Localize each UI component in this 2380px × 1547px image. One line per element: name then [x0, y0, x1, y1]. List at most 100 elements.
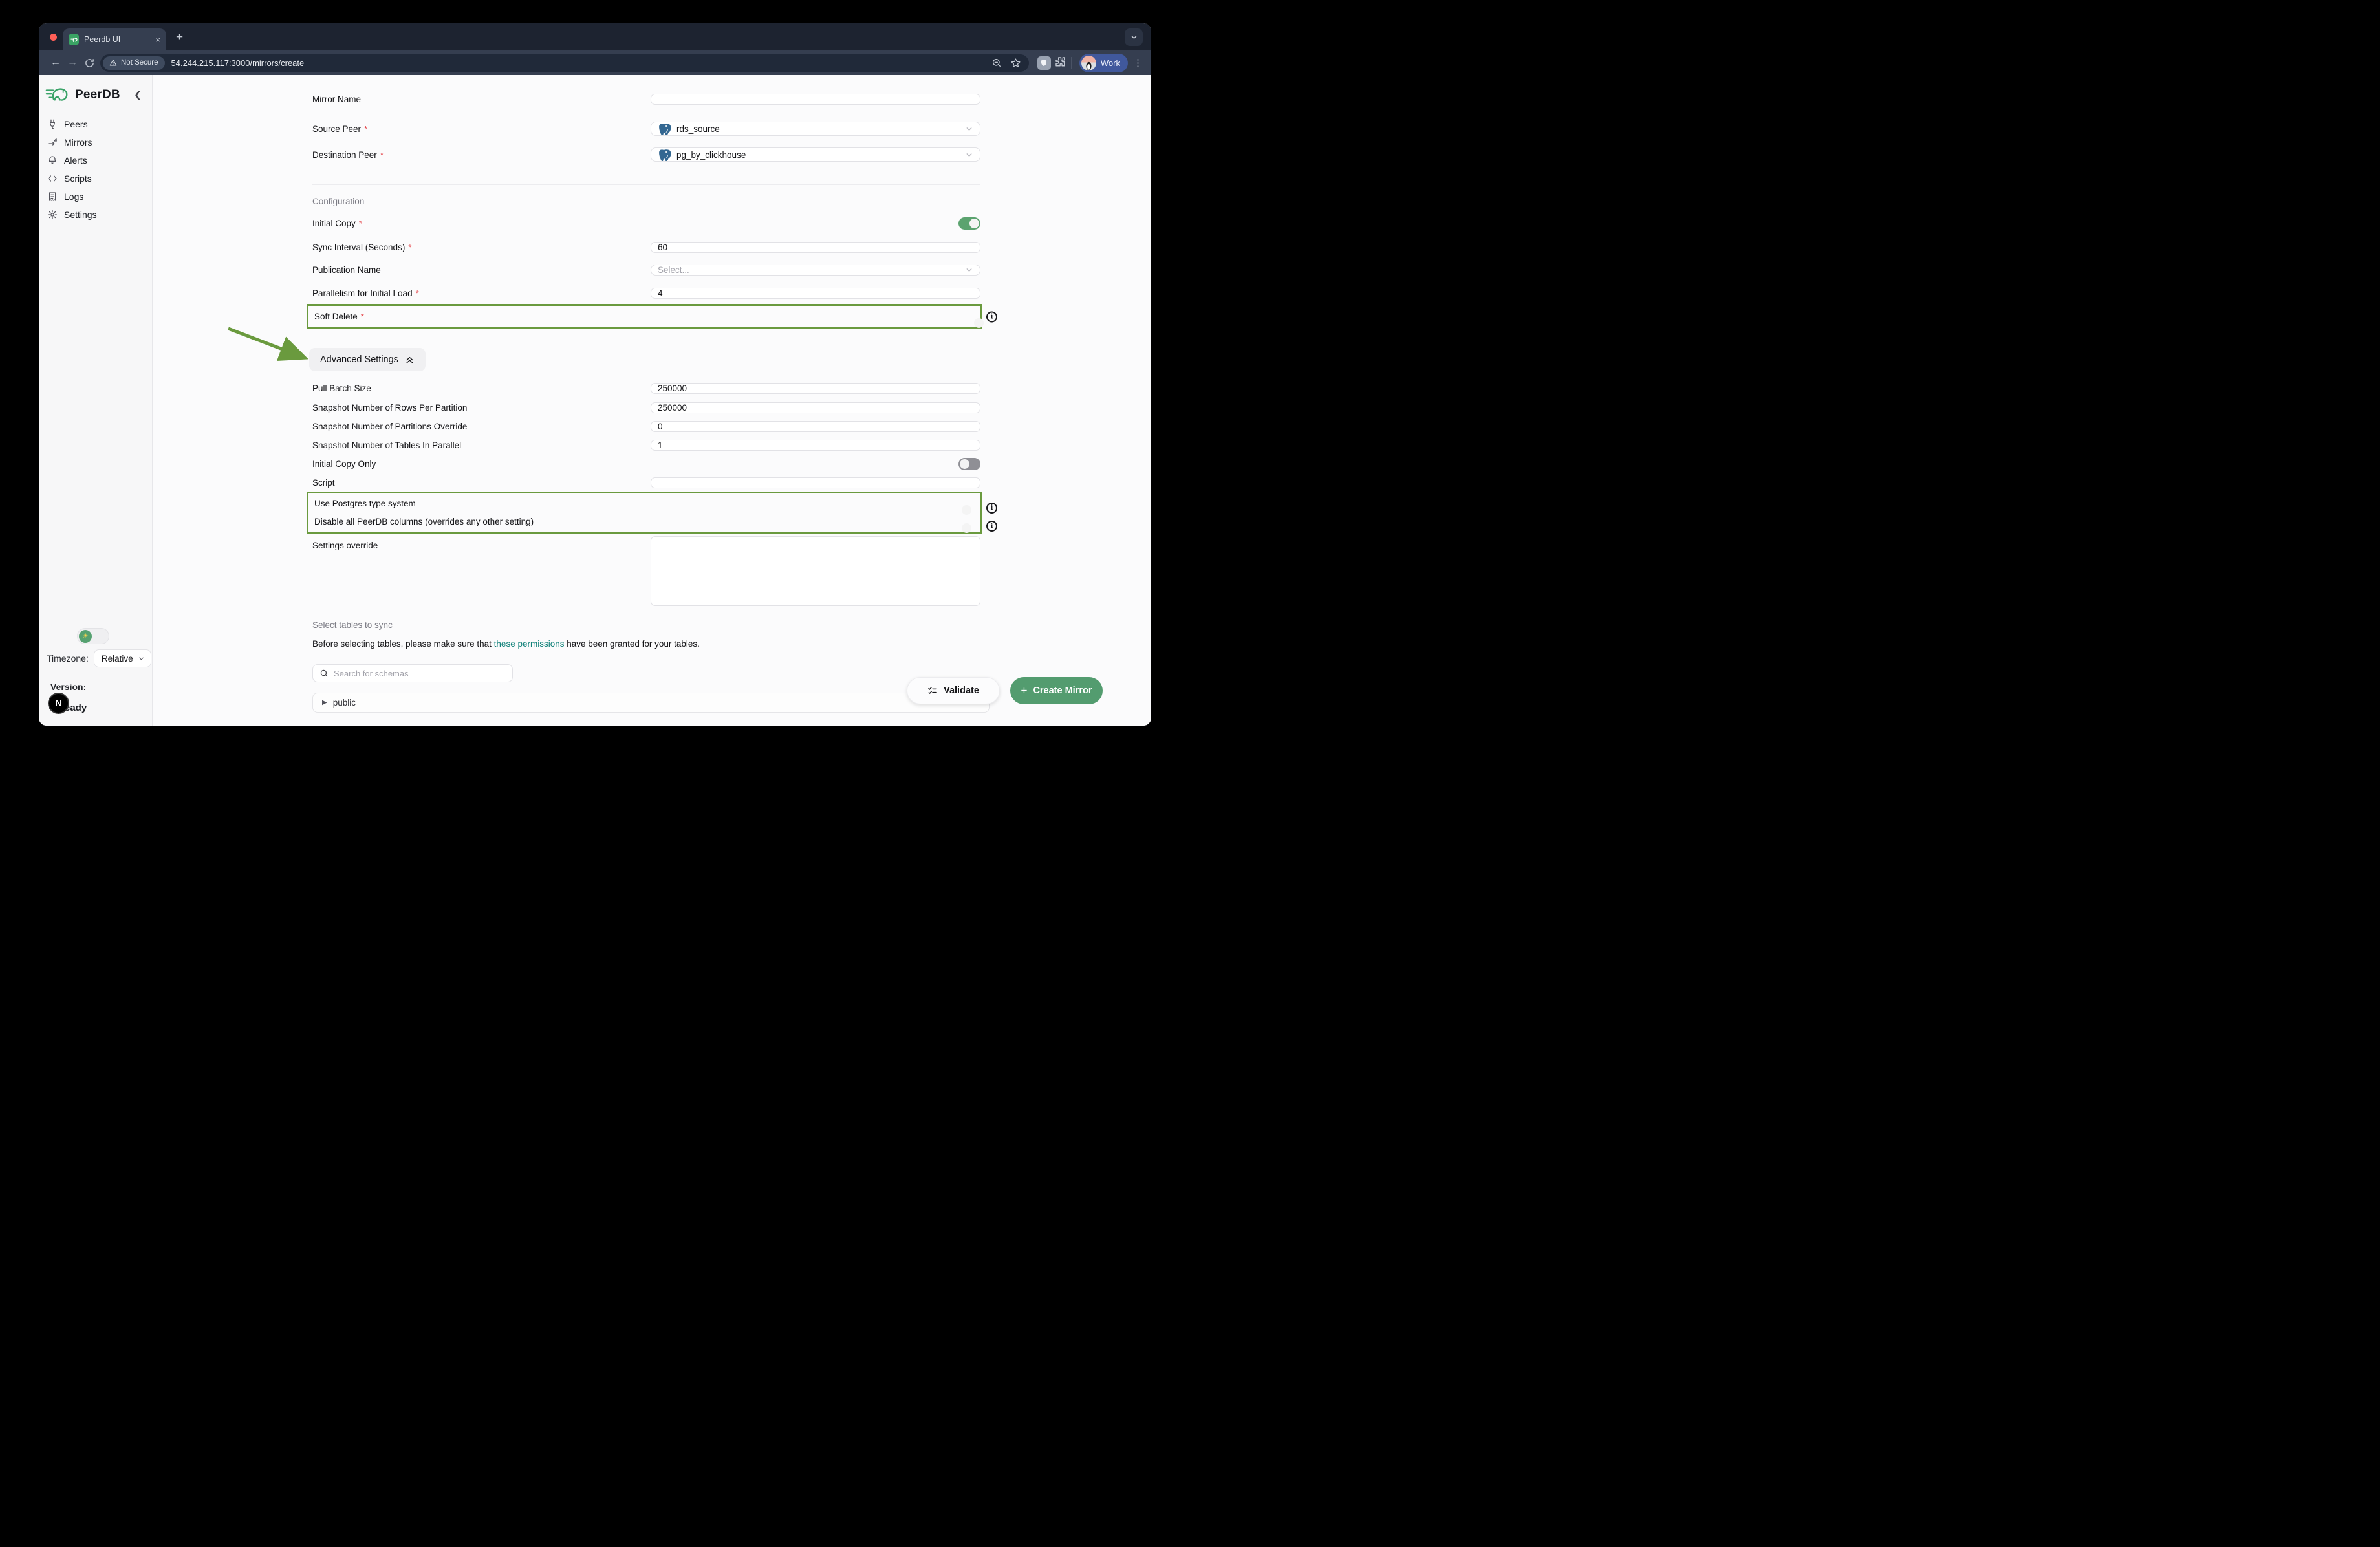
soft-delete-highlight-box: Soft Delete * i — [307, 304, 997, 329]
sidebar-item-alerts[interactable]: Alerts — [39, 151, 152, 169]
initial-copy-label: Initial Copy — [312, 218, 356, 228]
settings-override-textarea[interactable] — [651, 536, 980, 606]
bell-icon — [49, 156, 56, 164]
row-sync-interval: Sync Interval (Seconds)* i — [312, 238, 980, 256]
not-secure-badge[interactable]: Not Secure — [103, 56, 165, 70]
configuration-heading: Configuration — [312, 197, 365, 206]
peerdb-columns-highlight-box: Use Postgres type system Disable all Pee… — [307, 492, 997, 534]
initial-copy-toggle[interactable] — [958, 217, 980, 230]
permissions-note: Before selecting tables, please make sur… — [312, 639, 700, 649]
source-peer-label: Source Peer — [312, 124, 362, 134]
snapshot-rows-label: Snapshot Number of Rows Per Partition — [312, 403, 468, 413]
tab-strip: Peerdb UI × + — [39, 23, 1151, 50]
advanced-settings-button[interactable]: Advanced Settings — [309, 348, 426, 371]
permissions-link[interactable]: these permissions — [493, 639, 565, 649]
sync-interval-input[interactable] — [651, 241, 980, 253]
reload-button[interactable] — [81, 54, 98, 71]
script-input[interactable] — [651, 477, 980, 488]
sidebar-item-mirrors[interactable]: Mirrors — [39, 133, 152, 151]
extensions-puzzle-icon[interactable] — [1054, 56, 1066, 70]
chevron-down-icon — [138, 657, 144, 660]
sidebar-collapse-icon[interactable]: ❮ — [134, 89, 142, 100]
search-icon — [320, 669, 328, 677]
zoom-out-icon[interactable] — [991, 58, 1002, 68]
sidebar-nav: Peers Mirrors Alerts Scripts Logs — [39, 115, 152, 224]
theme-toggle[interactable]: ☀ — [77, 628, 109, 644]
browser-menu-icon[interactable]: ⋮ — [1133, 58, 1143, 69]
browser-toolbar: ← → Not Secure 54.244.215.117:3000/mirro… — [39, 50, 1151, 75]
row-use-postgres-types: Use Postgres type system — [314, 495, 973, 515]
mirror-form: Mirror Name Source Peer* rds_source i — [307, 90, 997, 713]
row-parallelism: Parallelism for Initial Load* i — [312, 284, 980, 302]
peerdb-favicon — [69, 34, 79, 45]
plus-icon: + — [1021, 684, 1028, 697]
sidebar-item-settings[interactable]: Settings — [39, 206, 152, 224]
nextjs-dev-badge[interactable]: N — [48, 693, 69, 714]
schema-search[interactable] — [312, 664, 513, 682]
annotation-arrow — [228, 327, 309, 361]
mirror-name-label: Mirror Name — [312, 94, 362, 104]
initial-copy-only-toggle[interactable] — [958, 457, 980, 470]
source-peer-select[interactable]: rds_source — [651, 122, 980, 136]
parallelism-input[interactable] — [651, 287, 980, 299]
browser-window: Peerdb UI × + ← → Not Secure 54.244.215.… — [39, 23, 1151, 726]
tab-title: Peerdb UI — [84, 35, 121, 44]
destination-peer-select[interactable]: pg_by_clickhouse — [651, 147, 980, 162]
mirror-arrows-icon — [48, 138, 57, 146]
version-label: Version: — [50, 682, 87, 692]
create-mirror-button[interactable]: + Create Mirror — [1010, 677, 1103, 704]
required-asterisk: * — [380, 149, 384, 160]
sidebar-item-logs[interactable]: Logs — [39, 188, 152, 206]
disable-peerdb-columns-label: Disable all PeerDB columns (overrides an… — [314, 517, 534, 526]
profile-button[interactable]: Work — [1079, 53, 1128, 72]
row-settings-override: Settings override i — [312, 536, 980, 606]
destination-peer-label: Destination Peer — [312, 149, 377, 160]
sidebar-item-peers[interactable]: Peers — [39, 115, 152, 133]
pull-batch-input[interactable] — [651, 383, 980, 394]
profile-label: Work — [1100, 58, 1120, 68]
snapshot-partitions-input[interactable] — [651, 421, 980, 432]
publication-name-label: Publication Name — [312, 265, 381, 275]
tab-close-icon[interactable]: × — [155, 34, 160, 45]
script-label: Script — [312, 477, 335, 488]
chevron-down-icon[interactable] — [965, 125, 973, 133]
address-bar[interactable]: Not Secure 54.244.215.117:3000/mirrors/c… — [100, 54, 1029, 72]
section-divider — [312, 184, 980, 185]
publication-select[interactable]: Select... — [651, 264, 980, 276]
validate-button[interactable]: Validate — [907, 677, 1000, 704]
row-disable-peerdb-columns: Disable all PeerDB columns (overrides an… — [314, 514, 973, 533]
forward-button[interactable]: → — [67, 57, 78, 68]
snapshot-tables-input[interactable] — [651, 440, 980, 451]
sun-icon: ☀ — [79, 629, 92, 643]
info-icon[interactable]: i — [986, 311, 997, 322]
brand: PeerDB ❮ — [39, 85, 152, 105]
mirror-name-input[interactable] — [651, 93, 980, 105]
info-icon[interactable]: i — [986, 503, 997, 514]
row-source-peer: Source Peer* rds_source i — [312, 117, 980, 140]
row-publication-name: Publication Name Select... i — [312, 259, 980, 281]
gear-icon — [48, 210, 57, 219]
postgres-icon — [659, 149, 671, 161]
parallelism-label: Parallelism for Initial Load — [312, 288, 413, 298]
back-button[interactable]: ← — [50, 57, 61, 68]
url-text: 54.244.215.117:3000/mirrors/create — [171, 58, 305, 68]
timezone-select[interactable]: Relative — [93, 649, 151, 667]
browser-tab[interactable]: Peerdb UI × — [63, 28, 166, 50]
sidebar-item-scripts[interactable]: Scripts — [39, 169, 152, 188]
close-window-button[interactable] — [50, 34, 57, 41]
expand-triangle-icon[interactable]: ▶ — [322, 699, 327, 706]
snapshot-rows-input[interactable] — [651, 402, 980, 413]
tab-search-button[interactable] — [1125, 28, 1143, 46]
new-tab-button[interactable]: + — [176, 30, 184, 44]
shield-extension-icon[interactable] — [1037, 56, 1051, 70]
info-icon[interactable]: i — [986, 521, 997, 532]
warning-icon — [109, 60, 117, 66]
use-postgres-types-label: Use Postgres type system — [314, 499, 416, 508]
chevron-down-icon[interactable] — [965, 151, 973, 159]
row-script: Script i — [312, 475, 980, 490]
chevron-down-icon[interactable] — [965, 266, 973, 274]
schema-row-public[interactable]: ▶ public — [312, 693, 990, 713]
schema-search-input[interactable] — [334, 668, 506, 678]
bookmark-star-icon[interactable] — [1010, 58, 1021, 69]
schema-name: public — [332, 698, 356, 708]
